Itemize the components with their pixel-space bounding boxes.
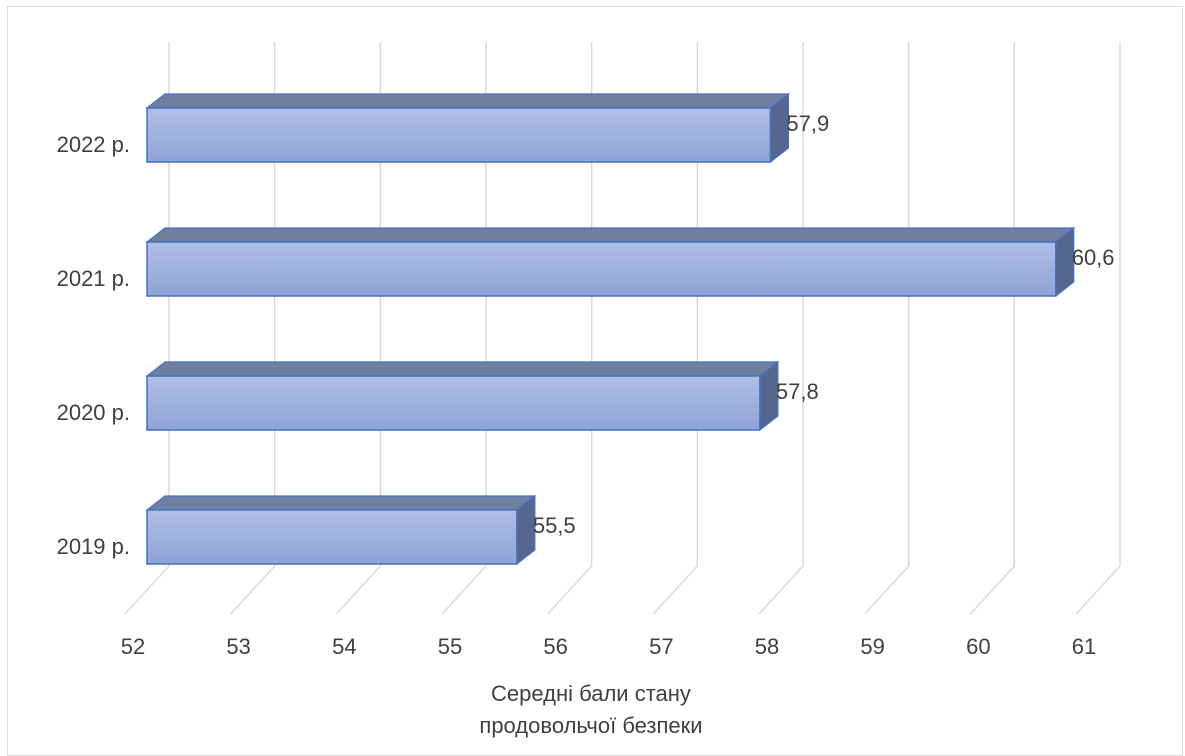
x-tick-label: 55 (438, 634, 462, 659)
bars (145, 92, 1076, 566)
data-label: 60,6 (1072, 245, 1115, 270)
bar-top-face (145, 227, 1076, 243)
floor-line (864, 565, 910, 615)
bar (146, 375, 761, 431)
data-label: 57,9 (786, 111, 829, 136)
x-tick-label: 59 (860, 634, 884, 659)
y-category-label: 2020 р. (57, 400, 130, 425)
floor-line (652, 565, 698, 615)
floor-line (547, 565, 593, 615)
x-tick-label: 54 (332, 634, 356, 659)
bar-top-face (145, 361, 780, 377)
x-tick-label: 52 (121, 634, 145, 659)
x-tick-label: 53 (226, 634, 250, 659)
x-axis-title-line-1: Середні бали стану (491, 681, 691, 706)
y-category-label: 2019 р. (57, 534, 130, 559)
x-axis-title-line-2: продовольчої безпеки (479, 713, 702, 738)
x-tick-label: 57 (649, 634, 673, 659)
floor-line (124, 565, 170, 615)
floor-line (1075, 565, 1121, 615)
x-tick-label: 60 (966, 634, 990, 659)
x-tick-label: 56 (543, 634, 567, 659)
floor-line (969, 565, 1015, 615)
floor-line (441, 565, 487, 615)
data-label: 57,8 (776, 379, 819, 404)
bar-top-face (145, 495, 537, 511)
bar-top-face (145, 93, 791, 109)
x-tick-label: 58 (755, 634, 779, 659)
y-category-label: 2021 р. (57, 266, 130, 291)
labels: 52 53 54 55 56 57 58 59 60 61 55,5 2019 р. 57,8 2020 … (57, 111, 1115, 659)
bar (146, 107, 772, 163)
x-tick-label: 61 (1072, 634, 1096, 659)
floor-line (335, 565, 381, 615)
floor-line (758, 565, 804, 615)
y-category-label: 2022 р. (57, 132, 130, 157)
data-label: 55,5 (533, 513, 576, 538)
floor-line (230, 565, 276, 615)
bar (146, 241, 1057, 297)
bar (146, 509, 518, 565)
